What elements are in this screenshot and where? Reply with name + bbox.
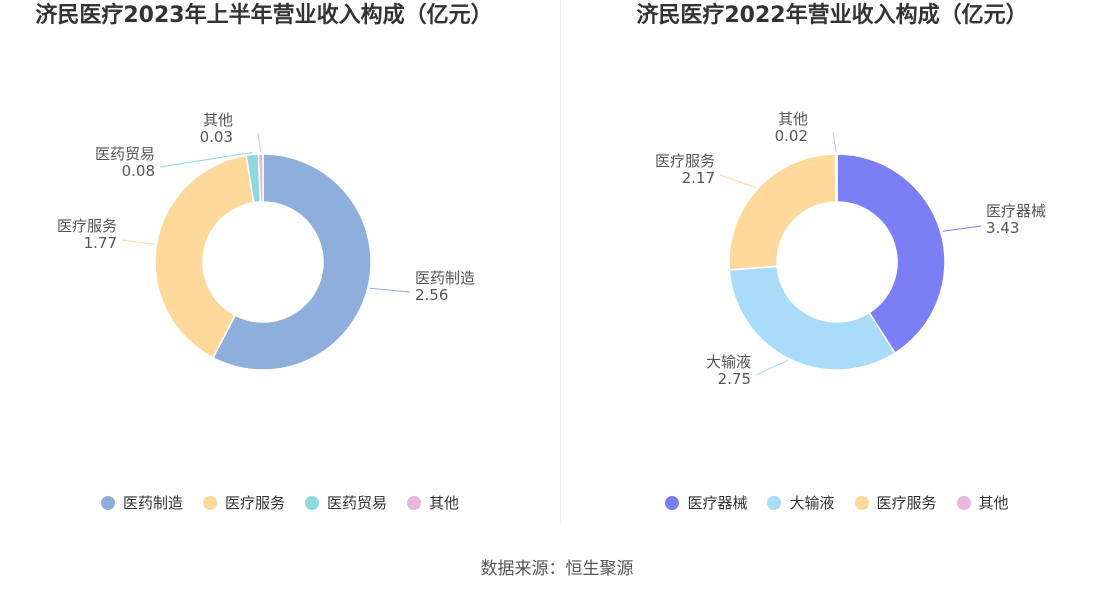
legend-item-4[interactable]: 其他: [956, 492, 1009, 513]
legend-swatch: [854, 495, 869, 510]
legend-label: 医疗服务: [876, 494, 937, 512]
donut-slice-1[interactable]: [212, 153, 372, 371]
slice-value-1: 2.56: [415, 286, 448, 304]
slice-label-1: 医疗器械: [986, 202, 1046, 220]
chart-panel-2022: 济民医疗2022年营业收入构成（亿元） 医疗器械 3.43 大输液 2.75 医疗服务 2…: [560, 0, 1114, 530]
legend-label: 医疗器械: [687, 494, 748, 512]
leader-line-4: [257, 132, 262, 153]
chart-title-2023: 济民医疗2023年上半年营业收入构成（亿元）: [35, 3, 493, 28]
legend-swatch: [956, 495, 971, 510]
legend-swatch: [100, 495, 115, 510]
legend-swatch: [202, 495, 217, 510]
leader-line-1: [369, 287, 411, 293]
slice-label-2: 大输液: [706, 353, 751, 371]
leader-line-3: [159, 152, 253, 168]
leader-line-2: [755, 359, 788, 376]
slice-label-3: 医药贸易: [95, 145, 155, 163]
slice-value-4: 0.03: [200, 128, 233, 146]
legend-swatch: [407, 495, 422, 510]
legend-label: 医药制造: [122, 494, 183, 512]
legend-swatch: [665, 495, 680, 510]
slice-label-3: 医疗服务: [655, 152, 715, 170]
legend-label: 医药贸易: [327, 494, 388, 512]
donut-slice-4[interactable]: [834, 153, 838, 203]
legend-item-1[interactable]: 医疗器械: [665, 492, 747, 513]
slice-value-3: 2.17: [682, 169, 715, 187]
donut-slice-2[interactable]: [728, 265, 897, 371]
leader-line-3: [719, 174, 757, 189]
legend-item-3[interactable]: 医疗服务: [854, 492, 937, 513]
slice-label-2: 医疗服务: [57, 217, 117, 235]
chart-title-2022: 济民医疗2022年营业收入构成（亿元）: [636, 3, 1028, 28]
legend-item-2[interactable]: 大输液: [767, 492, 835, 513]
legend-label: 其他: [978, 494, 1009, 512]
donut-slice-4[interactable]: [257, 153, 264, 203]
legend-item-2[interactable]: 医疗服务: [202, 492, 285, 513]
slice-label-4: 其他: [203, 111, 233, 129]
slice-label-4: 其他: [778, 110, 808, 128]
legend-item-1[interactable]: 医药制造: [100, 492, 183, 513]
leader-line-2: [121, 239, 155, 245]
slice-value-3: 0.08: [122, 162, 155, 180]
legend-item-4[interactable]: 其他: [407, 492, 459, 513]
legend-swatch: [767, 495, 782, 510]
panel-divider: [560, 0, 561, 525]
donut-slice-3[interactable]: [728, 153, 837, 271]
slice-value-1: 3.43: [986, 219, 1019, 237]
leader-line-1: [942, 225, 982, 232]
donut-slice-2[interactable]: [154, 154, 255, 359]
legend-item-3[interactable]: 医药贸易: [305, 492, 387, 513]
slice-value-2: 2.75: [718, 370, 751, 388]
slice-value-2: 1.77: [84, 234, 117, 252]
slice-value-4: 0.02: [775, 127, 808, 145]
legend-label: 医疗服务: [224, 494, 285, 512]
legend-swatch: [305, 495, 319, 510]
data-source-note: 数据来源：恒生聚源: [480, 559, 634, 579]
leader-line-4: [832, 131, 837, 153]
chart-panel-2023: 济民医疗2023年上半年营业收入构成（亿元） 医药制造 2.56 医疗服务 1.77 医…: [0, 0, 560, 530]
legend-label: 其他: [429, 494, 460, 512]
legend-label: 大输液: [789, 494, 835, 512]
legend-2023: 医药制造 医疗服务 医药贸易 其他: [0, 492, 560, 513]
donut-slice-1[interactable]: [836, 153, 946, 355]
slice-label-1: 医药制造: [415, 269, 475, 287]
legend-2022: 医疗器械 大输液 医疗服务 其他: [560, 492, 1114, 513]
